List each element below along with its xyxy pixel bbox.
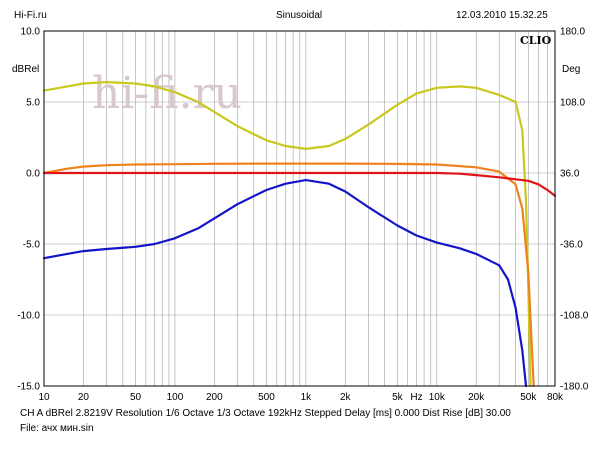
y-left-tick-label: 10.0 [21,27,41,38]
x-tick-label: 2k [340,392,352,403]
y-left-tick-label: -10.0 [17,311,40,322]
y-left-tick-label: 5.0 [26,98,40,109]
x-tick-label: 20k [468,392,485,403]
left-axis-unit: dBRel [12,64,40,75]
y-right-tick-label: -180.0 [560,382,589,393]
x-tick-label: 50 [130,392,142,403]
measurement-settings: CH A dBRel 2.8219V Resolution 1/6 Octave… [20,408,511,419]
y-right-tick-label: 36.0 [560,169,580,180]
plot-frame [43,30,556,387]
clio-logo: CLIO [520,34,552,47]
y-left-tick-label: 0.0 [26,169,40,180]
x-tick-label: 5k [392,392,404,403]
series-line-1 [42,81,532,388]
x-tick-label: Hz [410,392,422,403]
y-right-tick-label: 180.0 [560,27,585,38]
series-line-3 [42,171,557,197]
tick-labels: 10.0 5.0 0.0 -5.0 -10.0 -15.0 180.0 108.0 36.0 -3… [17,27,589,404]
series-group [42,81,557,388]
x-tick-label: 20 [78,392,90,403]
watermark: hi-fi.ru [92,68,242,119]
series-line-2 [42,162,535,388]
x-tick-label: 500 [258,392,275,403]
mode-label: Sinusoidal [276,10,323,21]
x-tick-label: 10 [38,392,50,403]
right-axis-unit: Deg [562,64,581,75]
x-tick-label: 50k [520,392,537,403]
y-right-tick-label: -108.0 [560,311,589,322]
y-left-tick-label: -5.0 [23,240,41,251]
y-right-tick-label: -36.0 [560,240,583,251]
site-label: Hi-Fi.ru [14,10,47,21]
x-tick-label: 80k [547,392,564,403]
file-name: File: ачх мин.sin [20,423,94,434]
series-line-4 [42,179,528,388]
plot-background [44,31,555,386]
datetime-label: 12.03.2010 15.32.25 [456,10,548,21]
y-right-tick-label: 108.0 [560,98,585,109]
x-tick-label: 1k [301,392,313,403]
y-left-tick-label: -15.0 [17,382,40,393]
x-tick-label: 200 [206,392,223,403]
x-tick-label: 10k [429,392,446,403]
x-tick-label: 100 [167,392,184,403]
